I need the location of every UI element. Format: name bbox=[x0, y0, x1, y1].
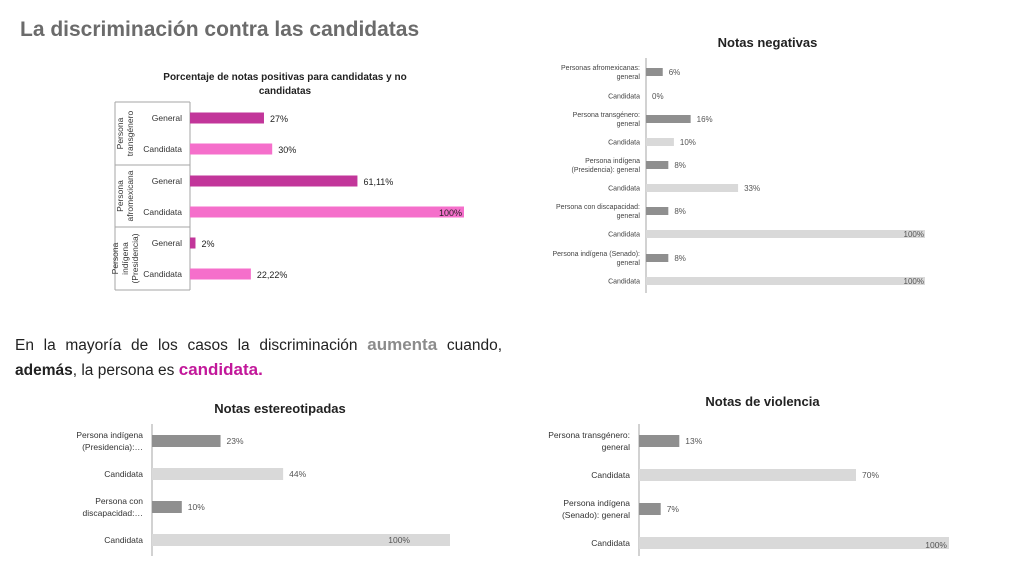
bar bbox=[639, 537, 949, 549]
category-label: Persona indígena (Senado): general bbox=[552, 251, 640, 267]
bar bbox=[190, 112, 264, 124]
category-label: Candidata bbox=[608, 140, 640, 147]
paragraph-text-1: En la mayoría de los casos la discrimina… bbox=[15, 337, 358, 354]
category-label: Candidata bbox=[608, 279, 640, 286]
data-label: 13% bbox=[685, 436, 702, 446]
category-label: Candidata bbox=[143, 269, 182, 279]
category-label: Persona indígena (Presidencia):… bbox=[76, 430, 143, 452]
bar bbox=[646, 68, 663, 76]
category-label: Persona indígena (Senado): general bbox=[562, 498, 630, 520]
data-label: 10% bbox=[188, 502, 205, 512]
paragraph-emphasis-ademas: además bbox=[15, 362, 73, 379]
group-label: Personatransgénero bbox=[115, 111, 135, 157]
category-label: Persona transgénero: general bbox=[548, 430, 630, 452]
data-label: 61,11% bbox=[363, 177, 393, 187]
data-label: 100% bbox=[904, 277, 924, 286]
bar bbox=[190, 143, 273, 155]
category-label: Persona transgénero: general bbox=[573, 112, 641, 128]
bar bbox=[190, 206, 464, 218]
data-label: 27% bbox=[270, 114, 288, 124]
category-label: Persona indígena (Presidencia): general bbox=[572, 158, 641, 174]
bar bbox=[152, 468, 284, 480]
data-label: 10% bbox=[680, 138, 696, 147]
chart-negative-title: Notas negativas bbox=[717, 35, 818, 50]
data-label: 7% bbox=[667, 504, 680, 514]
data-label: 33% bbox=[744, 184, 760, 193]
group-label: Personaafromexicana bbox=[115, 170, 135, 221]
data-label: 100% bbox=[904, 230, 924, 239]
bar bbox=[646, 138, 674, 146]
bar bbox=[152, 435, 221, 447]
bar bbox=[190, 237, 196, 249]
bar bbox=[646, 184, 739, 192]
data-label: 100% bbox=[439, 208, 462, 218]
bar bbox=[639, 435, 680, 447]
data-label: 22,22% bbox=[257, 270, 288, 280]
page-title: La discriminación contra las candidatas bbox=[20, 18, 420, 41]
data-label: 44% bbox=[289, 469, 306, 479]
category-label: General bbox=[152, 113, 182, 123]
data-label: 70% bbox=[862, 470, 879, 480]
chart-stereotype-title: Notas estereotipadas bbox=[214, 401, 346, 416]
bar bbox=[639, 469, 856, 481]
bar bbox=[646, 254, 669, 262]
category-label: General bbox=[152, 238, 182, 248]
category-label: Candidata bbox=[591, 470, 630, 480]
data-label: 8% bbox=[674, 254, 686, 263]
data-label: 100% bbox=[388, 535, 410, 545]
category-label: Candidata bbox=[143, 144, 182, 154]
bar bbox=[646, 115, 691, 123]
group-label: Personaindígena(Presidencia) bbox=[110, 233, 140, 283]
category-label: Personas afromexicanas: general bbox=[561, 65, 640, 81]
data-label: 23% bbox=[227, 436, 244, 446]
data-label: 0% bbox=[652, 92, 664, 101]
category-label: Candidata bbox=[104, 469, 143, 479]
data-label: 8% bbox=[674, 207, 686, 216]
bar bbox=[646, 230, 925, 238]
category-label: Candidata bbox=[608, 186, 640, 193]
data-label: 2% bbox=[201, 239, 214, 249]
bar bbox=[646, 161, 669, 169]
category-label: Candidata bbox=[591, 538, 630, 548]
category-label: Persona con discapacidad:… bbox=[83, 496, 144, 518]
data-label: 16% bbox=[697, 115, 713, 124]
category-label: Persona con discapacidad: general bbox=[556, 204, 640, 220]
chart-positive-title: Porcentaje de notas positivas para candi… bbox=[163, 72, 407, 97]
category-label: Candidata bbox=[104, 535, 143, 545]
bar bbox=[190, 268, 251, 280]
paragraph-emphasis-aumenta: aumenta bbox=[367, 335, 438, 354]
paragraph-text-3: , la persona es bbox=[72, 362, 175, 379]
bar bbox=[152, 534, 450, 546]
paragraph-text-2: cuando, bbox=[446, 337, 503, 354]
chart-violence-title: Notas de violencia bbox=[705, 394, 820, 409]
paragraph-emphasis-candidata: candidata. bbox=[178, 360, 263, 379]
data-label: 30% bbox=[278, 145, 296, 155]
bar bbox=[152, 501, 182, 513]
category-label: Candidata bbox=[608, 232, 640, 239]
bar bbox=[646, 207, 669, 215]
category-label: Candidata bbox=[608, 94, 640, 101]
bar bbox=[190, 175, 358, 187]
bar bbox=[639, 503, 661, 515]
data-label: 6% bbox=[669, 68, 681, 77]
summary-paragraph: En la mayoría de los casos la discrimina… bbox=[15, 333, 502, 383]
category-label: General bbox=[152, 176, 182, 186]
data-label: 100% bbox=[925, 540, 947, 550]
category-label: Candidata bbox=[143, 207, 182, 217]
data-label: 8% bbox=[674, 161, 686, 170]
bar bbox=[646, 277, 925, 285]
